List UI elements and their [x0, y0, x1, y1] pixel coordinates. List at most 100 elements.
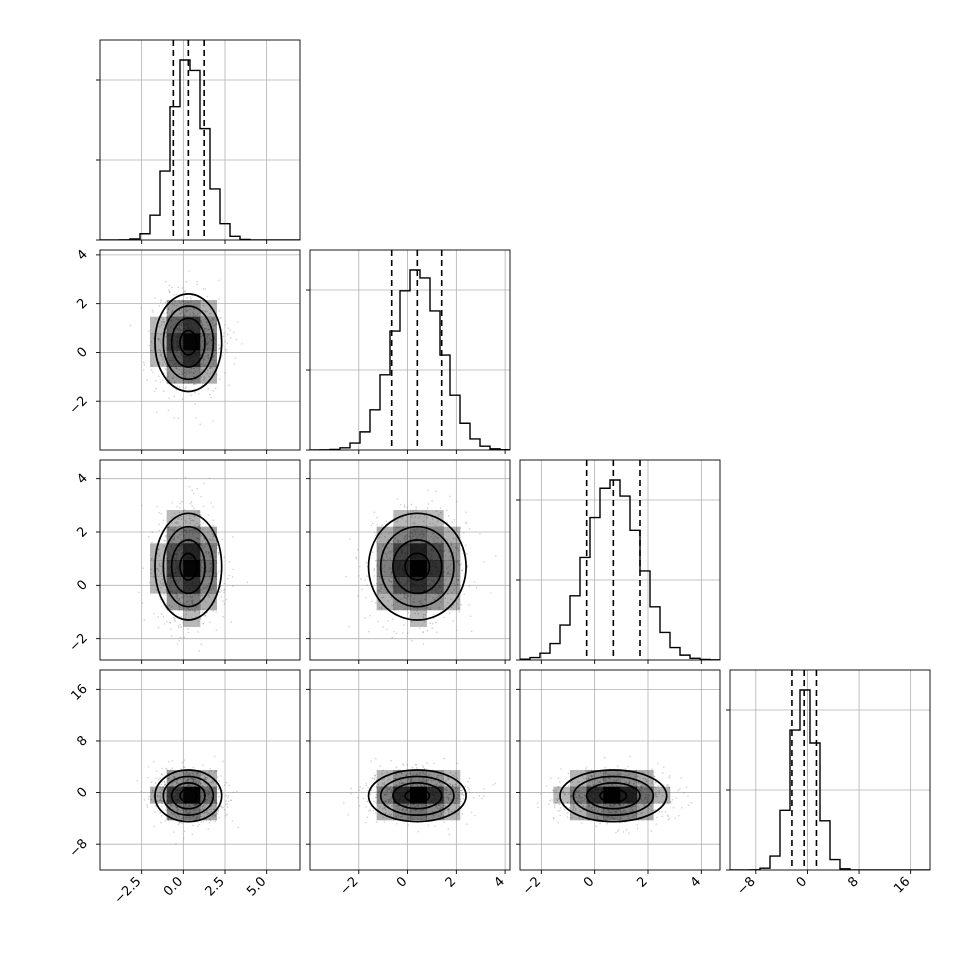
scatter-point	[409, 615, 411, 617]
scatter-point	[208, 596, 211, 598]
scatter-point	[483, 788, 486, 790]
scatter-point	[640, 812, 642, 815]
scatter-point	[452, 785, 454, 787]
scatter-point	[199, 354, 202, 357]
scatter-point	[443, 550, 446, 552]
scatter-point	[450, 598, 452, 600]
scatter-point	[423, 784, 426, 787]
y-tick-label: 4	[74, 247, 90, 263]
scatter-point	[450, 542, 453, 544]
scatter-point	[404, 535, 406, 537]
scatter-point	[456, 762, 459, 765]
scatter-point	[405, 538, 407, 541]
scatter-point	[185, 309, 187, 311]
scatter-point	[193, 372, 195, 375]
density-cell	[410, 770, 427, 787]
scatter-point	[378, 607, 381, 609]
scatter-point	[159, 795, 162, 798]
scatter-point	[435, 596, 438, 599]
scatter-point	[176, 305, 178, 307]
scatter-point	[165, 809, 168, 812]
scatter-point	[216, 373, 218, 376]
scatter-point	[159, 812, 161, 814]
x-tick-label: −2	[337, 874, 361, 898]
scatter-point	[161, 789, 164, 791]
scatter-point	[447, 828, 450, 830]
scatter-point	[211, 322, 214, 324]
scatter-point	[411, 639, 413, 642]
scatter-point	[464, 544, 467, 547]
scatter-point	[183, 313, 185, 316]
scatter-point	[567, 772, 570, 775]
scatter-point	[214, 814, 217, 816]
scatter-point	[208, 538, 211, 541]
scatter-point	[402, 807, 404, 810]
scatter-point	[153, 390, 156, 393]
scatter-point	[159, 354, 162, 357]
scatter-point	[225, 349, 228, 351]
scatter-point	[361, 588, 364, 591]
scatter-point	[405, 520, 408, 523]
scatter-point	[200, 821, 203, 824]
scatter-point	[416, 773, 418, 775]
scatter-point	[422, 772, 424, 774]
scatter-point	[142, 567, 145, 570]
scatter-point	[444, 792, 447, 795]
scatter-point	[177, 522, 179, 525]
scatter-point	[218, 309, 221, 312]
panel-plot-area	[520, 460, 720, 660]
scatter-point	[444, 809, 446, 812]
scatter-point	[202, 304, 205, 307]
scatter-point	[627, 804, 629, 806]
scatter-point	[381, 583, 383, 586]
scatter-point	[468, 585, 471, 588]
scatter-point	[199, 783, 202, 786]
scatter-point	[445, 509, 448, 512]
scatter-point	[155, 379, 157, 382]
scatter-point	[204, 371, 207, 373]
scatter-point	[640, 784, 642, 787]
scatter-point	[379, 577, 381, 579]
scatter-point	[384, 552, 387, 555]
scatter-point	[406, 506, 409, 509]
scatter-point	[200, 365, 202, 368]
scatter-point	[192, 774, 195, 777]
scatter-point	[563, 792, 565, 794]
scatter-point	[216, 776, 219, 778]
scatter-point	[383, 807, 386, 809]
scatter-point	[432, 532, 435, 534]
scatter-point	[459, 798, 462, 800]
scatter-point	[587, 803, 590, 806]
scatter-point	[184, 374, 186, 377]
density-cell	[200, 316, 217, 334]
scatter-point	[357, 595, 359, 597]
scatter-point	[213, 771, 216, 773]
scatter-point	[217, 788, 219, 791]
scatter-point	[155, 589, 158, 591]
scatter-point	[177, 624, 180, 627]
scatter-point	[170, 628, 172, 630]
scatter-point	[603, 773, 606, 775]
scatter-point	[171, 813, 174, 815]
scatter-point	[160, 565, 163, 568]
scatter-point	[202, 587, 205, 590]
scatter-point	[215, 629, 218, 632]
scatter-point	[446, 789, 448, 792]
scatter-point	[428, 595, 431, 597]
scatter-point	[479, 533, 481, 535]
scatter-point	[150, 340, 153, 343]
scatter-point	[389, 785, 392, 788]
scatter-point	[466, 564, 469, 567]
scatter-point	[182, 386, 185, 389]
scatter-point	[439, 804, 441, 807]
x-tick-label: −2.5	[112, 874, 145, 907]
scatter-point	[385, 553, 388, 556]
scatter-point	[412, 784, 414, 786]
scatter-point	[200, 369, 203, 371]
scatter-point	[391, 805, 393, 807]
scatter-point	[365, 782, 368, 785]
scatter-point	[382, 626, 385, 628]
scatter-point	[207, 514, 210, 516]
scatter-point	[163, 780, 166, 783]
